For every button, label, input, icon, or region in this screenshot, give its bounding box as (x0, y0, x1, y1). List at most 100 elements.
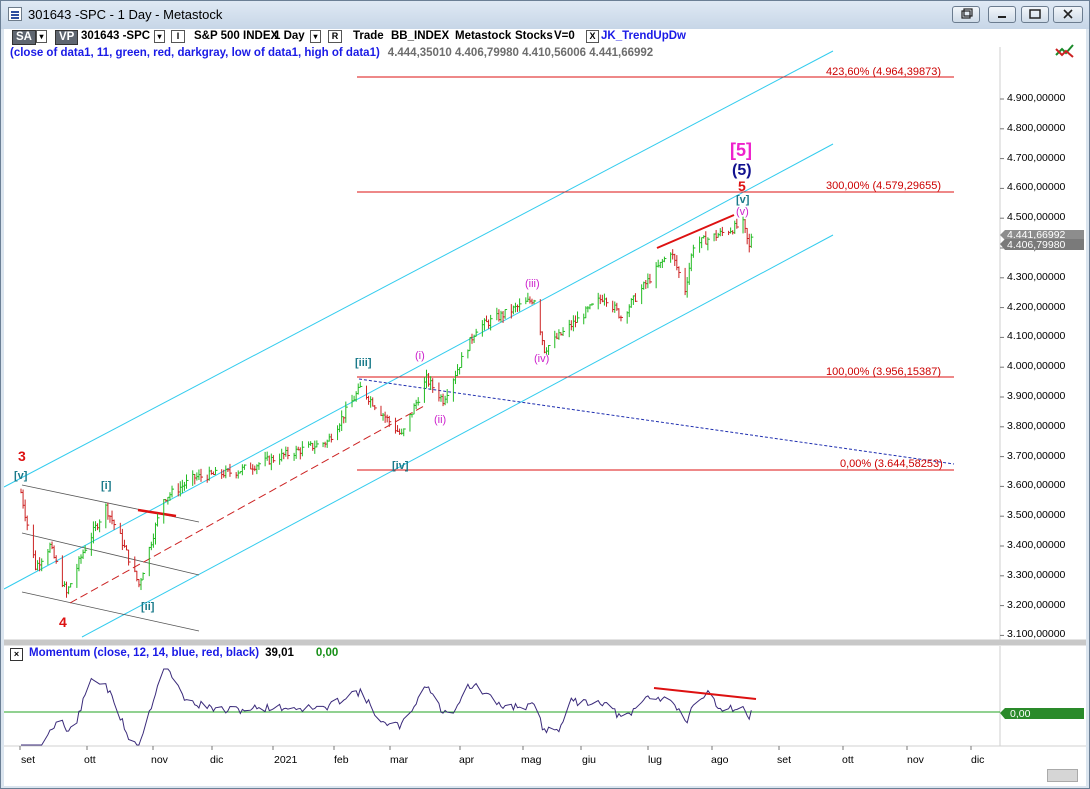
index-label: S&P 500 INDEX (194, 30, 279, 42)
price-label: 3.200,00000 (1007, 599, 1066, 611)
momentum-pane[interactable]: 0,00 (4, 668, 1084, 746)
window-title: 301643 -SPC - 1 Day - Metastock (28, 7, 223, 22)
price-bars (20, 216, 754, 598)
price-label: 3.600,00000 (1007, 479, 1066, 491)
time-axis: set ott nov dic 2021 feb mar apr mag giu… (19, 746, 984, 766)
price-label: 3.900,00000 (1007, 390, 1066, 402)
wave-label-v-paren: (v) (736, 206, 749, 218)
last-close-label: 4.406,79980 (1007, 239, 1066, 251)
dropdown-icon: ▾ (154, 30, 165, 43)
expert-label[interactable]: JK_TrendUpDw (601, 30, 686, 42)
minimize-button[interactable] (988, 6, 1016, 23)
maximize-icon (1029, 9, 1041, 19)
indicator-values: 4.444,35010 4.406,79980 4.410,56006 4.44… (387, 47, 654, 59)
fib-levels[interactable]: 423,60% (4.964,39873) 300,00% (4.579,296… (357, 66, 954, 471)
dropdown-icon: ▾ (310, 30, 321, 43)
chart-app-icon[interactable] (8, 7, 22, 21)
symbol-dropdown[interactable]: ▾ (152, 30, 165, 45)
price-label: 3.100,00000 (1007, 628, 1066, 640)
time-label: ott (842, 754, 854, 766)
sa-label: SA (16, 31, 32, 43)
exchange-label: BB_INDEX (391, 30, 450, 42)
momentum-divergence-line[interactable] (653, 687, 757, 700)
sa-dropdown[interactable]: ▾ (34, 30, 47, 45)
price-label: 3.700,00000 (1007, 450, 1066, 462)
wave-labels: [5] (5) 5 [v] (v) (iii) (iv) (i) (ii) [i… (14, 140, 752, 630)
wave-label-ii-bracket: [ii] (141, 601, 155, 613)
red-trendline[interactable] (137, 508, 177, 518)
momentum-params: (close, 12, 14, blue, red, black) (93, 647, 260, 659)
close-button[interactable] (1053, 6, 1083, 23)
dropdown-icon: ▾ (36, 30, 47, 43)
dotted-trendline[interactable] (358, 378, 955, 465)
price-label: 4.100,00000 (1007, 330, 1066, 342)
price-label: 4.700,00000 (1007, 152, 1066, 164)
vp-label: VP (59, 31, 75, 43)
momentum-zero-label: 0,00 (315, 647, 339, 659)
momentum-header[interactable]: × Momentum (close, 12, 14, blue, red, bla… (10, 647, 338, 661)
time-label: ago (711, 754, 729, 766)
momentum-close-icon[interactable]: × (10, 648, 23, 661)
sa-button[interactable]: SA (12, 30, 36, 45)
symbol-label: 301643 -SPC (81, 30, 151, 42)
drawing-tools-icon[interactable] (1053, 41, 1077, 61)
time-label: nov (151, 754, 169, 766)
interval-dropdown[interactable]: I (169, 30, 185, 45)
interval-icon: I (171, 30, 185, 43)
title-bar[interactable]: 301643 -SPC - 1 Day - Metastock (1, 1, 1089, 29)
wave-label-i-paren: (i) (415, 350, 425, 362)
price-label: 4.800,00000 (1007, 122, 1066, 134)
wave-label-iv-paren: (iv) (534, 353, 549, 365)
vp-button[interactable]: VP (55, 30, 79, 45)
price-label: 4.600,00000 (1007, 181, 1066, 193)
price-label: 4.500,00000 (1007, 211, 1066, 223)
wave-label-iv-bracket: [iv] (392, 460, 409, 472)
momentum-axis-value: 0,00 (1010, 708, 1031, 720)
trade-label[interactable]: Trade (353, 30, 384, 42)
chart-canvas[interactable]: 4.900,00000 4.800,00000 4.700,00000 4.60… (4, 29, 1086, 786)
fib-label-300: 300,00% (4.579,29655) (826, 180, 941, 192)
wave-label-i-bracket: [i] (101, 480, 112, 492)
last-high-label: 4.441,66992 (1007, 229, 1066, 241)
wave-label-v-bracket-left: [v] (14, 470, 28, 482)
wave-label-big-5: [5] (730, 140, 752, 160)
price-label: 3.800,00000 (1007, 420, 1066, 432)
chart-client-area[interactable]: 4.900,00000 4.800,00000 4.700,00000 4.60… (4, 29, 1086, 786)
x-icon: X (586, 30, 599, 43)
price-label: 3.400,00000 (1007, 539, 1066, 551)
time-label: mag (521, 754, 542, 766)
time-label: apr (459, 754, 475, 766)
maximize-button[interactable] (1021, 6, 1049, 23)
price-label: 4.900,00000 (1007, 92, 1066, 104)
price-label: 3.500,00000 (1007, 509, 1066, 521)
trend-channel[interactable] (4, 50, 834, 638)
realtime-dropdown[interactable]: R (326, 30, 342, 45)
momentum-title: Momentum (29, 647, 91, 659)
indicator-params[interactable]: (close of data1, 11, green, red, darkgra… (10, 47, 653, 59)
restore-button[interactable] (952, 6, 980, 23)
indicator-params-text: (close of data1, 11, green, red, darkgra… (10, 47, 380, 59)
red-trendline[interactable] (656, 214, 735, 249)
price-label: 3.300,00000 (1007, 569, 1066, 581)
time-label: giu (582, 754, 596, 766)
price-axis-ticks (1000, 98, 1004, 636)
time-label: nov (907, 754, 925, 766)
wave-label-red-4: 4 (59, 614, 67, 630)
last-price-marker: 4.441,66992 4.406,79980 (1000, 229, 1084, 251)
time-label: dic (210, 754, 223, 766)
expert-remove-button[interactable]: X (584, 30, 599, 45)
wave-label-red-3: 3 (18, 448, 26, 464)
dashed-trendline[interactable] (69, 405, 425, 604)
minimize-icon (998, 16, 1006, 18)
source-label: Metastock (455, 30, 512, 42)
horizontal-scroll-thumb[interactable] (1047, 769, 1078, 782)
price-label: 4.000,00000 (1007, 360, 1066, 372)
chart-toolbar: SA ▾ VP 301643 -SPC ▾ I S&P 500 INDEX 1 … (4, 29, 1086, 47)
wave-label-iii-paren: (iii) (525, 278, 540, 290)
time-label: set (21, 754, 35, 766)
period-dropdown[interactable]: ▾ (308, 30, 321, 45)
time-label: lug (648, 754, 662, 766)
close-icon (1063, 9, 1073, 19)
price-label: 4.300,00000 (1007, 271, 1066, 283)
